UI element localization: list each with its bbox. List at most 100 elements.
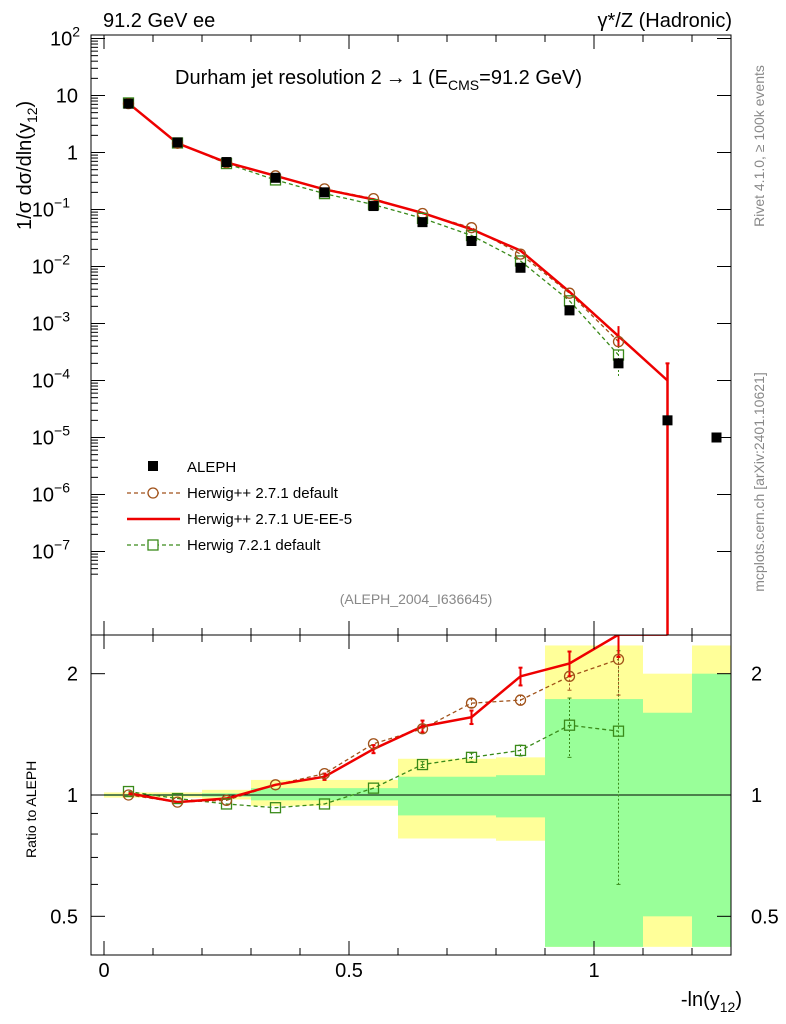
legend-label: Herwig 7.2.1 default	[187, 537, 321, 554]
ratio-band-green	[300, 788, 349, 801]
aleph-outer-markers	[123, 98, 722, 443]
x-tick-label: 0.5	[335, 960, 363, 982]
ratio-band-green	[398, 776, 447, 816]
main-herwigpp-default-line	[128, 103, 619, 343]
x-axis-ticks: 0 0.5 1	[98, 35, 693, 982]
main-y-tick-label: 10−4	[32, 366, 70, 393]
legend: ALEPH Herwig++ 2.7.1 default Herwig++ 2.…	[127, 459, 352, 554]
aleph-data-point	[417, 217, 428, 228]
ratio-y-tick-label-right: 1	[751, 785, 762, 807]
rivet-version-label: Rivet 4.1.0, ≥ 100k events	[751, 65, 767, 227]
mcplots-label: mcplots.cern.ch [arXiv:2401.10621]	[751, 372, 767, 591]
ratio-y-tick-label-left: 0.5	[50, 906, 78, 928]
ratio-herwigpp-default-marker	[220, 794, 233, 806]
legend-entry-herwig7: Herwig 7.2.1 default	[127, 537, 321, 554]
ratio-y-tick-label-left: 2	[67, 664, 78, 686]
ratio-herwig7-marker	[514, 744, 527, 757]
aleph-data-point	[319, 187, 330, 198]
ratio-herwigpp-default-marker	[465, 697, 478, 709]
ratio-herwig7-marker	[269, 802, 282, 814]
analysis-tag: (ALEPH_2004_I636645)	[340, 591, 493, 607]
main-y-tick-label: 10−1	[32, 195, 70, 222]
main-y-tick-label: 1	[67, 143, 78, 165]
aleph-data-point	[466, 236, 477, 247]
aleph-data-point	[123, 98, 134, 109]
plot-title: Durham jet resolution 2 → 1 (ECMS=91.2 Ge…	[175, 67, 582, 93]
herwigpp-default-marker	[514, 248, 527, 260]
ratio-herwig7-marker	[563, 719, 576, 731]
ratio-herwigpp-default-marker	[269, 779, 282, 791]
herwigpp-default-marker	[612, 336, 625, 348]
ratio-herwig7-marker	[220, 798, 233, 810]
ratio-herwigpp-default-marker	[171, 796, 184, 808]
main-y-tick-label: 10−3	[32, 309, 70, 336]
ratio-band-green	[496, 775, 545, 818]
ratio-y-ticks: 0.5 0.5 1 1 2 2	[50, 664, 779, 929]
aleph-data-point	[172, 137, 183, 148]
aleph-data-point	[613, 358, 624, 369]
ratio-herwig7-marker	[612, 725, 625, 737]
main-y-ticks: 10310210110−110−210−310−410−510−610−7	[32, 24, 731, 575]
ratio-herwigpp-default-marker	[563, 670, 576, 682]
main-y-tick-label: 10−6	[32, 480, 70, 507]
ratio-herwig7-line	[128, 724, 619, 809]
main-y-tick-label: 102	[50, 24, 80, 51]
aleph-data-point	[564, 305, 575, 316]
aleph-data-point	[270, 172, 281, 183]
main-y-tick-label: 10−2	[32, 252, 70, 279]
process-label: γ*/Z (Hadronic)	[598, 10, 732, 32]
ratio-herwigpp-default-marker	[514, 694, 527, 706]
legend-aleph-marker	[148, 461, 158, 471]
legend-herwigpp-default-marker	[147, 487, 159, 499]
legend-entry-aleph: ALEPH	[148, 459, 236, 476]
ratio-herwig7-marker	[367, 782, 380, 794]
ratio-series-group	[122, 635, 668, 885]
main-y-axis-label: 1/σ dσ/dln(y12)	[14, 101, 40, 230]
ratio-band-green	[349, 788, 398, 801]
herwigpp-default-marker	[563, 287, 576, 299]
ratio-band-green	[447, 776, 496, 816]
ratio-herwigpp-default-marker	[416, 723, 429, 735]
x-axis-label: -ln(y12)	[681, 989, 742, 1015]
ratio-herwigpp-ueee5-line	[128, 635, 668, 804]
herwigpp-default-marker	[465, 222, 478, 234]
ratio-uncertainty-bands	[104, 645, 731, 947]
ratio-herwig7-marker	[122, 785, 135, 798]
ratio-y-tick-label-right: 0.5	[751, 906, 779, 928]
ratio-herwig7-marker	[465, 751, 478, 764]
energy-label: 91.2 GeV ee	[103, 10, 215, 32]
ratio-herwig7-marker	[416, 758, 429, 771]
legend-entry-herwigpp-default: Herwig++ 2.7.1 default	[127, 485, 339, 502]
ratio-herwig7-marker	[318, 798, 331, 810]
ratio-band-green	[692, 673, 731, 947]
legend-label: Herwig++ 2.7.1 UE-EE-5	[187, 511, 352, 528]
aleph-data-point	[368, 201, 379, 212]
ratio-band-green	[545, 699, 594, 947]
ratio-band-green	[643, 712, 692, 917]
legend-label: Herwig++ 2.7.1 default	[187, 485, 339, 502]
ratio-herwigpp-default-marker	[612, 653, 625, 666]
main-herwig7-line	[128, 102, 619, 356]
ratio-herwigpp-default-marker	[318, 767, 331, 780]
x-tick-label: 0	[98, 960, 109, 982]
ratio-herwigpp-default-marker	[367, 738, 380, 750]
aleph-data-point	[711, 432, 722, 443]
ratio-y-tick-label-right: 2	[751, 664, 762, 686]
main-y-tick-label: 10−7	[32, 537, 70, 564]
x-tick-label: 1	[588, 960, 599, 982]
legend-label: ALEPH	[187, 459, 236, 476]
aleph-data-point	[221, 157, 232, 168]
main-series-group	[122, 97, 670, 635]
main-y-tick-label: 10	[56, 86, 78, 108]
ratio-band-green	[251, 788, 300, 801]
ratio-herwig7-marker	[171, 792, 184, 805]
aleph-data-point	[515, 262, 526, 273]
ratio-y-tick-label-left: 1	[67, 785, 78, 807]
legend-herwig7-marker	[147, 539, 159, 551]
aleph-data-point	[662, 415, 673, 426]
ratio-y-axis-label: Ratio to ALEPH	[23, 761, 39, 858]
main-herwigpp-ueee5-line	[127, 102, 669, 382]
main-y-tick-label: 10−5	[32, 423, 70, 450]
ratio-herwigpp-default-marker	[122, 789, 135, 801]
